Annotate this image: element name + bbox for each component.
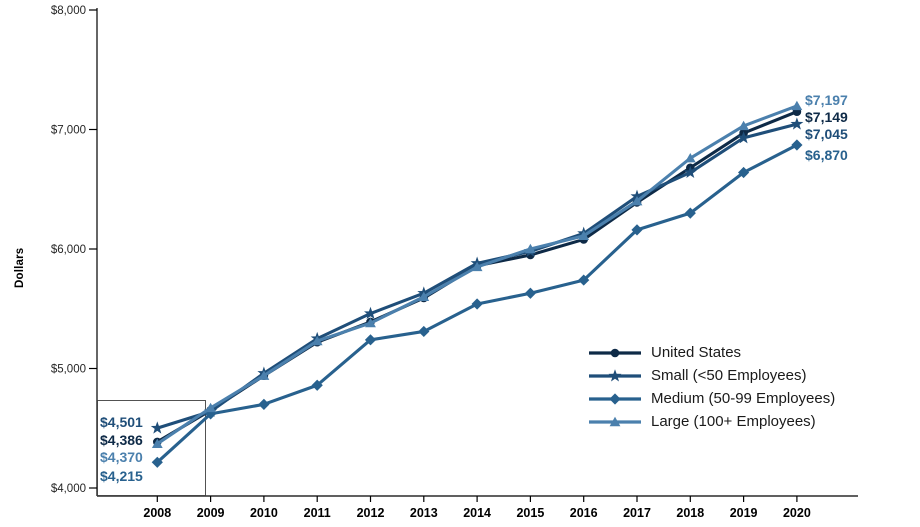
y-axis-title: Dollars xyxy=(14,247,26,288)
data-point-marker xyxy=(631,196,643,206)
legend-item-medium: Medium (50-99 Employees) xyxy=(588,387,835,410)
start-value-label-large: $4,370 xyxy=(100,449,143,465)
y-tick-label: $4,000 xyxy=(51,483,86,495)
data-point-marker xyxy=(683,165,697,179)
data-point-marker xyxy=(610,348,620,357)
data-point-marker xyxy=(364,306,377,320)
x-tick-label: 2016 xyxy=(570,506,598,520)
legend-item-united-states: United States xyxy=(588,341,835,364)
data-point-marker xyxy=(258,370,270,380)
data-point-marker xyxy=(609,416,621,426)
data-point-marker xyxy=(578,274,590,286)
data-point-marker xyxy=(205,408,217,420)
x-tick-label: 2014 xyxy=(463,506,491,520)
data-point-marker xyxy=(525,243,536,254)
x-tick-label: 2017 xyxy=(623,506,651,520)
data-point-marker xyxy=(791,139,803,151)
data-point-marker xyxy=(471,298,483,310)
legend-item-small: Small (<50 Employees) xyxy=(588,364,835,387)
x-tick-label: 2015 xyxy=(516,506,544,520)
legend-marker-medium xyxy=(589,392,641,405)
start-value-label-medium: $4,215 xyxy=(100,468,143,484)
x-tick-label: 2013 xyxy=(410,506,438,520)
data-point-marker xyxy=(364,334,377,346)
legend-label: Large (100+ Employees) xyxy=(651,412,816,430)
data-point-marker xyxy=(524,287,536,299)
data-point-marker xyxy=(151,456,163,468)
x-tick-label: 2020 xyxy=(783,506,811,520)
data-point-marker xyxy=(578,230,590,241)
start-labels-box xyxy=(97,400,206,496)
x-tick-label: 2009 xyxy=(197,506,225,520)
data-point-marker xyxy=(311,379,323,391)
data-point-marker xyxy=(684,152,696,163)
end-value-label-united-states: $7,149 xyxy=(805,109,848,125)
data-point-marker xyxy=(258,398,270,410)
y-tick-label: $6,000 xyxy=(51,244,86,256)
legend-label: Medium (50-99 Employees) xyxy=(651,389,836,407)
data-point-marker xyxy=(311,335,323,346)
x-tick-label: 2010 xyxy=(250,506,278,520)
y-tick-label: $5,000 xyxy=(51,364,86,376)
legend-item-large: Large (100+ Employees) xyxy=(588,410,835,433)
data-point-marker xyxy=(738,166,750,179)
data-point-marker xyxy=(684,207,696,219)
data-point-marker xyxy=(737,131,751,144)
data-point-marker xyxy=(790,117,804,130)
legend: United States Small (<50 Employees) Medi… xyxy=(588,341,835,433)
x-tick-label: 2018 xyxy=(676,506,704,520)
series-large-100-employees- xyxy=(151,100,803,448)
legend-label: United States xyxy=(651,343,742,361)
data-point-marker xyxy=(205,402,216,413)
series-medium-50-99-employees- xyxy=(151,139,803,468)
legend-marker-large xyxy=(589,416,641,426)
y-tick-label: $7,000 xyxy=(51,125,86,137)
x-tick-label: 2012 xyxy=(357,506,385,520)
data-point-marker xyxy=(151,438,163,448)
end-value-label-small: $7,045 xyxy=(805,126,848,142)
legend-marker-united-states xyxy=(589,348,641,357)
x-tick-label: 2011 xyxy=(304,506,331,520)
data-point-marker xyxy=(150,421,164,434)
data-point-marker xyxy=(631,224,643,236)
legend-label: Small (<50 Employees) xyxy=(651,366,807,384)
data-point-marker xyxy=(418,291,430,301)
start-value-label-united-states: $4,386 xyxy=(100,432,143,448)
data-point-marker xyxy=(630,189,644,202)
data-point-marker xyxy=(471,261,483,272)
x-tick-label: 2019 xyxy=(730,506,758,520)
data-point-marker xyxy=(608,368,622,381)
data-point-marker xyxy=(609,392,621,405)
start-value-label-small: $4,501 xyxy=(100,414,143,430)
data-point-marker xyxy=(418,325,430,338)
x-tick-label: 2008 xyxy=(143,506,171,520)
y-tick-label: $8,000 xyxy=(51,5,86,17)
end-value-label-medium: $6,870 xyxy=(805,147,848,163)
data-point-marker xyxy=(738,120,749,131)
data-point-marker xyxy=(791,100,803,111)
end-value-label-large: $7,197 xyxy=(805,92,848,108)
legend-marker-small xyxy=(589,368,641,381)
data-point-marker xyxy=(365,317,376,328)
